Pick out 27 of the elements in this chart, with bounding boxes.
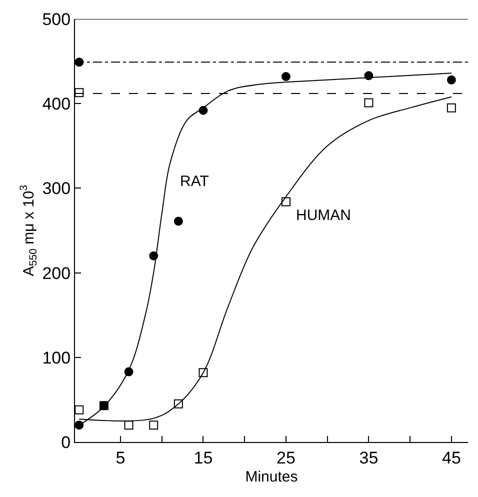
y-tick-label: 200: [42, 264, 71, 283]
point: [124, 420, 134, 430]
x-tick-label: 15: [194, 448, 213, 468]
x-tick-label: 45: [442, 448, 461, 468]
point: [281, 197, 290, 206]
y-tick-label: 0: [61, 432, 71, 452]
point: [281, 72, 290, 82]
point: [75, 420, 84, 430]
series-label: RAT: [180, 173, 209, 190]
y-tick-label: 400: [42, 94, 71, 114]
y-tick-label: 100: [42, 348, 71, 368]
point: [174, 399, 183, 408]
point: [75, 405, 84, 414]
x-axis-title: Minutes: [245, 468, 298, 486]
point: [364, 98, 374, 108]
point: [446, 103, 456, 112]
point: [198, 368, 208, 378]
y-tick-label: 300: [42, 179, 71, 198]
y-tick-label: 500: [42, 10, 71, 29]
point: [149, 420, 158, 430]
point: [75, 88, 84, 98]
series-label: HUMAN: [296, 207, 351, 224]
point: [174, 216, 183, 226]
point: [446, 75, 456, 84]
x-tick-label: 25: [276, 448, 296, 468]
x-tick-label: 5: [116, 448, 126, 468]
x-tick-label: 35: [359, 448, 378, 468]
